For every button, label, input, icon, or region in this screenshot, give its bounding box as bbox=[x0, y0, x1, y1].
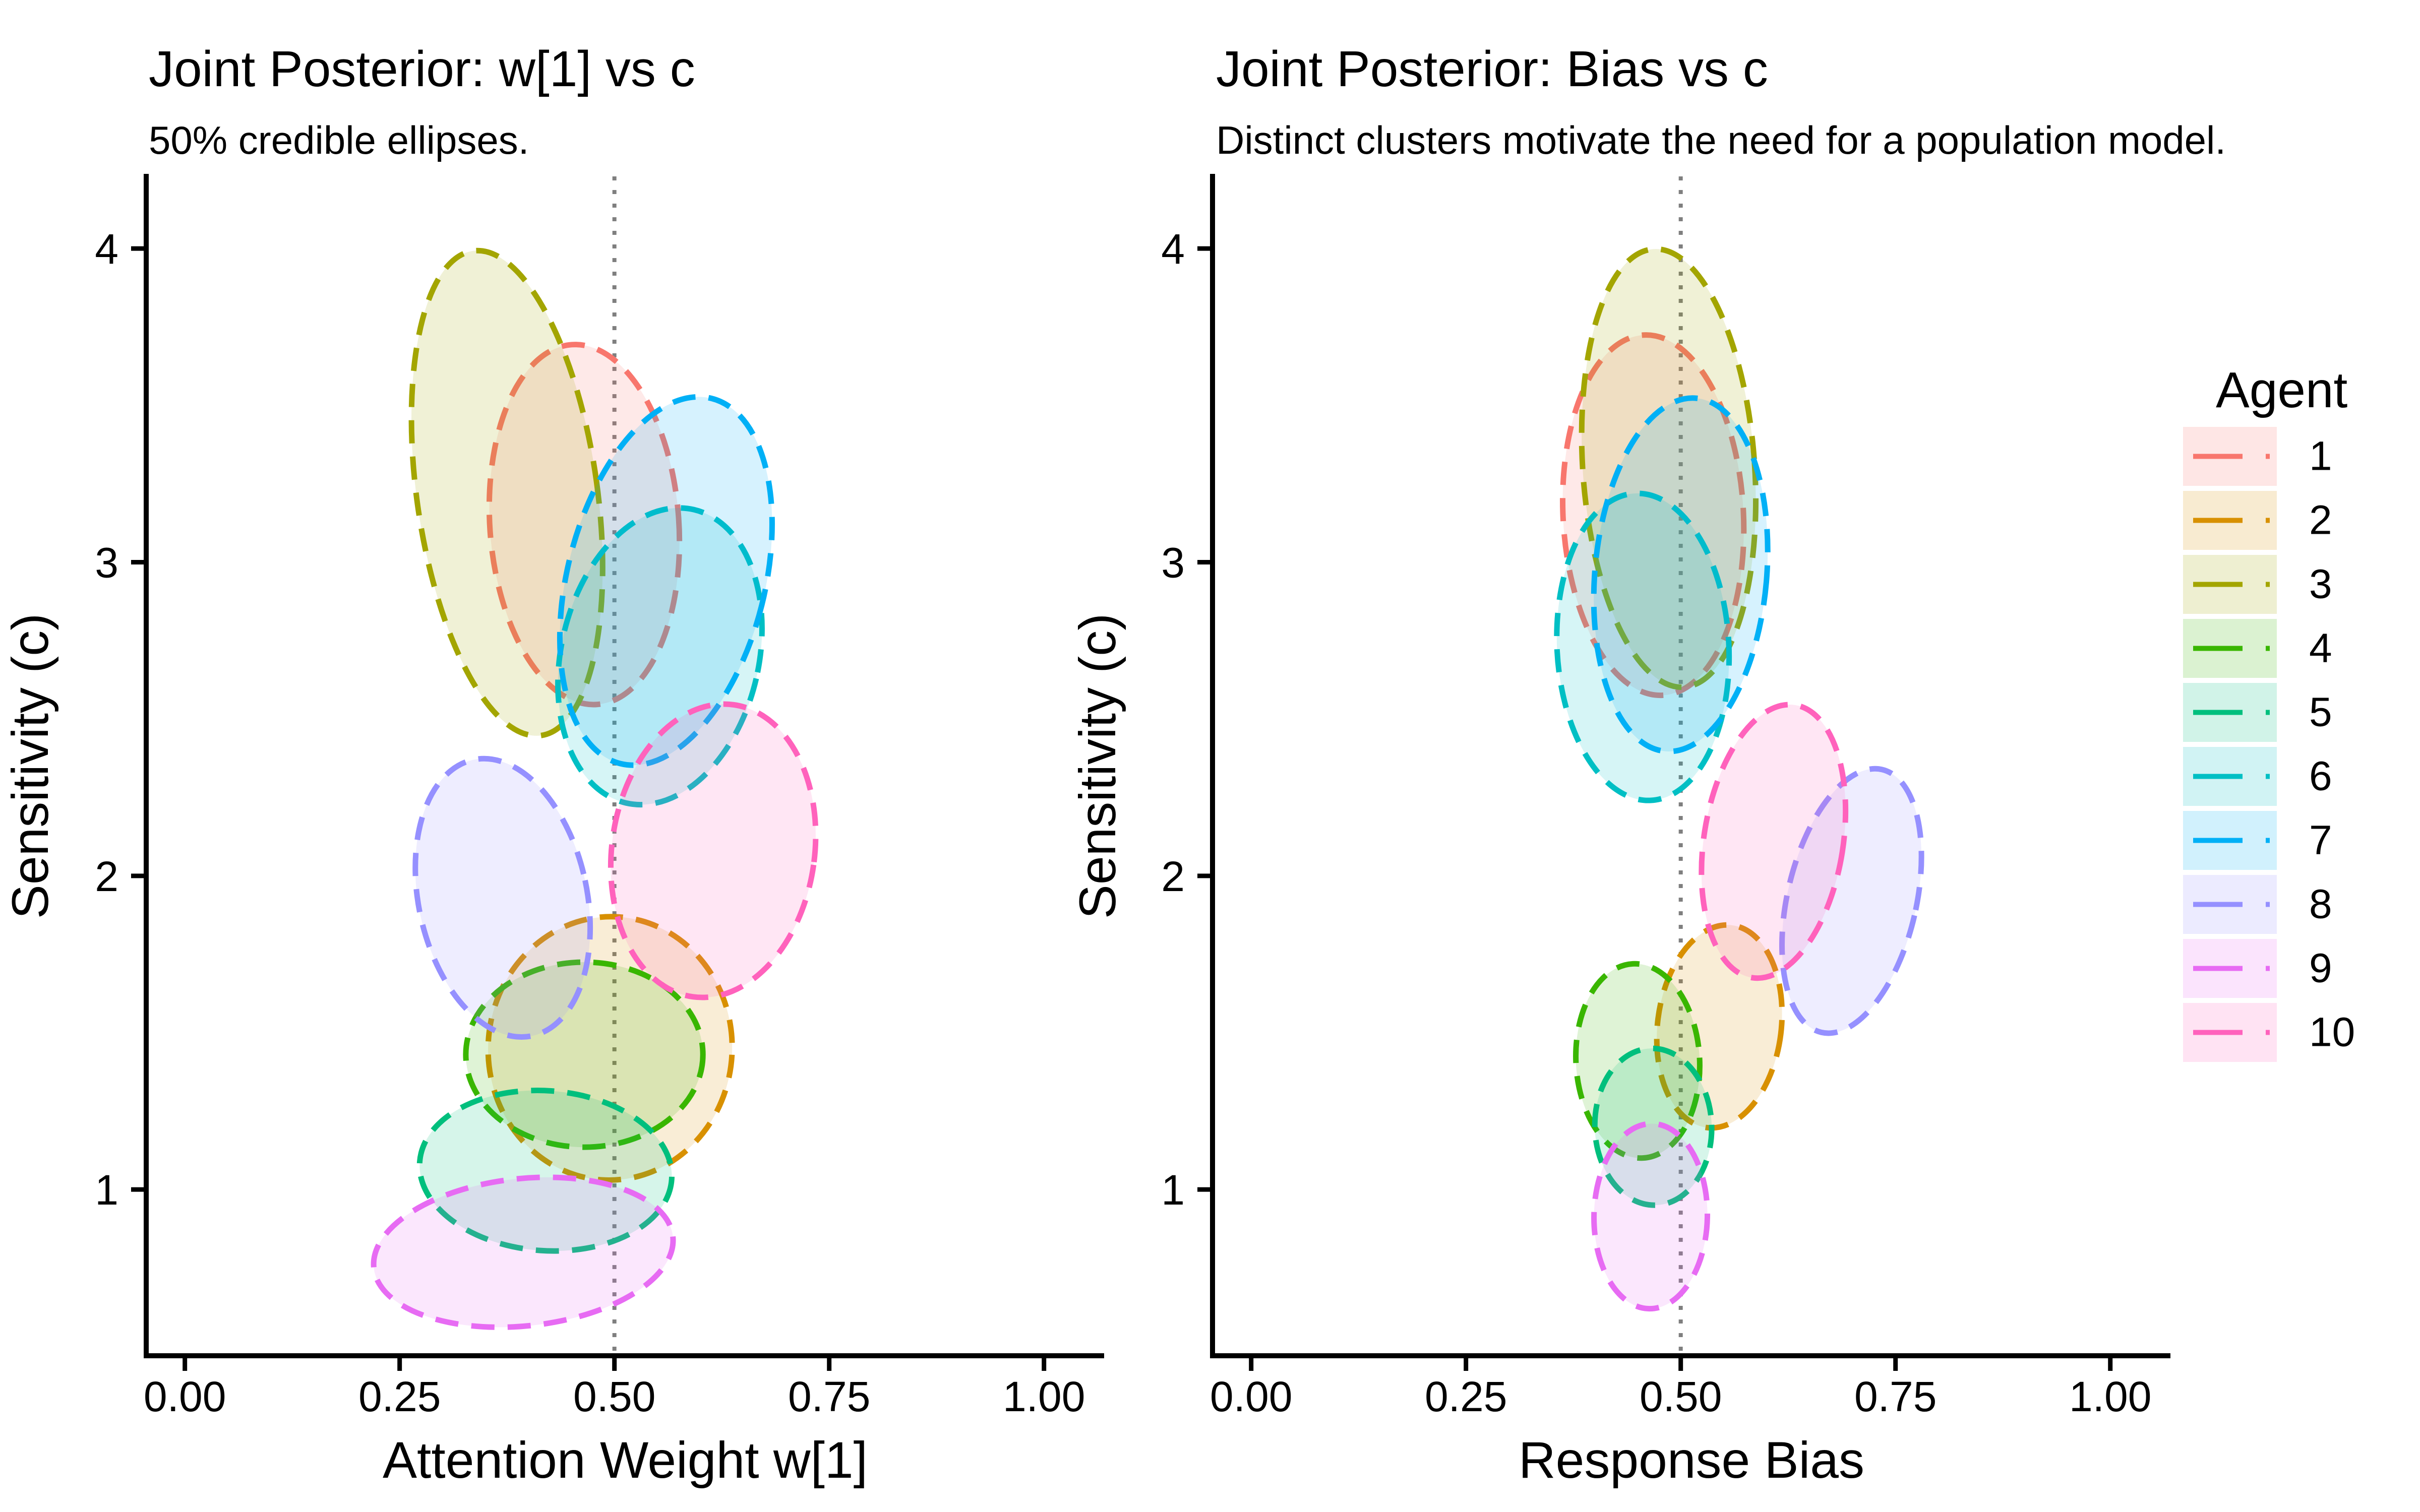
right-x-axis-title: Response Bias bbox=[1519, 1431, 1864, 1489]
left-y-axis-title: Sensitivity (c) bbox=[2, 613, 59, 919]
right-panel-subtitle: Distinct clusters motivate the need for … bbox=[1216, 118, 2226, 162]
y-tick-label: 1 bbox=[1161, 1166, 1185, 1214]
x-tick-label: 0.00 bbox=[1210, 1373, 1293, 1420]
credible-ellipse-agent-3 bbox=[408, 247, 606, 739]
x-tick-label: 0.00 bbox=[144, 1373, 226, 1420]
legend-label-6: 6 bbox=[2309, 753, 2332, 799]
credible-ellipse-agent-2 bbox=[1654, 922, 1785, 1131]
legend: 1 2 3 4 5 6 7 8 9 10 bbox=[2183, 427, 2355, 1062]
legend-label-3: 3 bbox=[2309, 561, 2332, 607]
x-tick-label: 0.25 bbox=[1425, 1373, 1507, 1420]
credible-ellipse-agent-9 bbox=[371, 1174, 676, 1330]
credible-ellipse-agent-10 bbox=[1699, 702, 1849, 981]
y-tick-label: 3 bbox=[1161, 539, 1185, 586]
credible-ellipse-agent-6 bbox=[555, 505, 765, 808]
x-tick-label: 1.00 bbox=[2069, 1373, 2152, 1420]
legend-title: Agent bbox=[2216, 362, 2348, 418]
right-panel-title: Joint Posterior: Bias vs c bbox=[1216, 41, 1768, 97]
x-tick-label: 0.50 bbox=[1640, 1373, 1722, 1420]
credible-ellipse-agent-5 bbox=[416, 1088, 675, 1254]
credible-ellipse-agent-10 bbox=[608, 701, 819, 1000]
legend-label-4: 4 bbox=[2309, 625, 2332, 671]
credible-ellipse-agent-8 bbox=[1779, 766, 1924, 1036]
right-panel-plot: 0.00 0.25 0.50 0.75 1.00 1 2 3 4 bbox=[1161, 174, 2170, 1420]
credible-ellipse-agent-6 bbox=[1554, 490, 1732, 803]
legend-label-9: 9 bbox=[2309, 946, 2332, 991]
legend-label-5: 5 bbox=[2309, 689, 2332, 735]
x-tick-label: 0.75 bbox=[1854, 1373, 1937, 1420]
y-tick-label: 2 bbox=[95, 853, 118, 900]
legend-label-2: 2 bbox=[2309, 497, 2332, 543]
left-x-axis-title: Attention Weight w[1] bbox=[383, 1431, 868, 1489]
left-panel-title: Joint Posterior: w[1] vs c bbox=[149, 41, 695, 97]
left-panel-subtitle: 50% credible ellipses. bbox=[149, 118, 529, 162]
credible-ellipse-agent-7 bbox=[557, 394, 775, 768]
x-tick-label: 0.25 bbox=[358, 1373, 441, 1420]
right-y-axis-title: Sensitivity (c) bbox=[1069, 613, 1126, 919]
legend-label-1: 1 bbox=[2309, 433, 2332, 479]
y-tick-label: 4 bbox=[95, 225, 118, 273]
credible-ellipse-agent-4 bbox=[1573, 961, 1703, 1161]
credible-ellipse-agent-9 bbox=[1591, 1120, 1711, 1312]
left-panel-plot: 0.00 0.25 0.50 0.75 1.00 1 2 3 4 bbox=[95, 174, 1104, 1420]
credible-ellipse-agent-7 bbox=[1591, 395, 1771, 754]
legend-label-7: 7 bbox=[2309, 817, 2332, 863]
y-tick-label: 2 bbox=[1161, 853, 1185, 900]
y-tick-label: 1 bbox=[95, 1166, 118, 1214]
y-tick-label: 3 bbox=[95, 539, 118, 586]
x-tick-label: 0.75 bbox=[788, 1373, 871, 1420]
credible-ellipse-agent-8 bbox=[412, 755, 593, 1040]
x-tick-label: 0.50 bbox=[573, 1373, 656, 1420]
credible-ellipse-agent-5 bbox=[1592, 1045, 1715, 1208]
legend-label-10: 10 bbox=[2309, 1010, 2355, 1055]
y-tick-label: 4 bbox=[1161, 225, 1185, 273]
legend-label-8: 8 bbox=[2309, 881, 2332, 927]
credible-ellipse-agent-4 bbox=[463, 959, 706, 1150]
x-tick-label: 1.00 bbox=[1003, 1373, 1085, 1420]
